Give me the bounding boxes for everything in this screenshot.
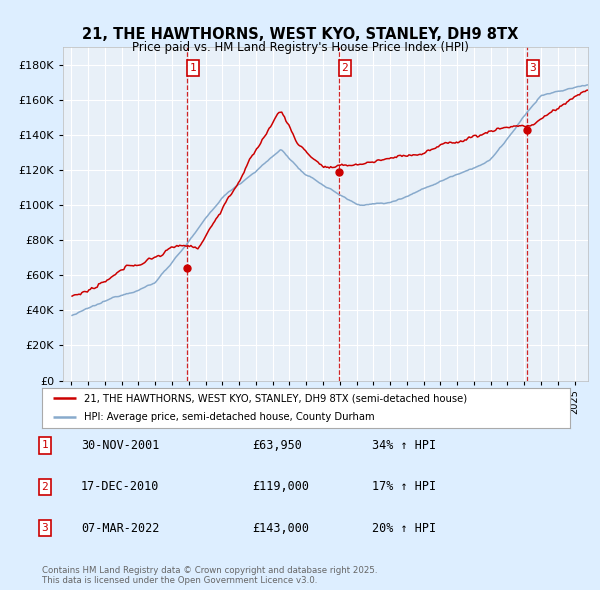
Text: 20% ↑ HPI: 20% ↑ HPI	[372, 522, 436, 535]
Text: 17-DEC-2010: 17-DEC-2010	[81, 480, 160, 493]
Text: 1: 1	[190, 63, 197, 73]
Text: 3: 3	[530, 63, 536, 73]
Text: Contains HM Land Registry data © Crown copyright and database right 2025.
This d: Contains HM Land Registry data © Crown c…	[42, 566, 377, 585]
Text: £63,950: £63,950	[252, 439, 302, 452]
Text: 21, THE HAWTHORNS, WEST KYO, STANLEY, DH9 8TX (semi-detached house): 21, THE HAWTHORNS, WEST KYO, STANLEY, DH…	[84, 394, 467, 404]
Text: £143,000: £143,000	[252, 522, 309, 535]
Text: 2: 2	[341, 63, 349, 73]
Text: 3: 3	[41, 523, 49, 533]
Text: 1: 1	[41, 441, 49, 450]
Text: 34% ↑ HPI: 34% ↑ HPI	[372, 439, 436, 452]
Text: Price paid vs. HM Land Registry's House Price Index (HPI): Price paid vs. HM Land Registry's House …	[131, 41, 469, 54]
Text: 21, THE HAWTHORNS, WEST KYO, STANLEY, DH9 8TX: 21, THE HAWTHORNS, WEST KYO, STANLEY, DH…	[82, 27, 518, 41]
Text: 2: 2	[41, 482, 49, 491]
Text: HPI: Average price, semi-detached house, County Durham: HPI: Average price, semi-detached house,…	[84, 412, 375, 422]
Text: 17% ↑ HPI: 17% ↑ HPI	[372, 480, 436, 493]
Text: 07-MAR-2022: 07-MAR-2022	[81, 522, 160, 535]
Text: £119,000: £119,000	[252, 480, 309, 493]
Text: 30-NOV-2001: 30-NOV-2001	[81, 439, 160, 452]
